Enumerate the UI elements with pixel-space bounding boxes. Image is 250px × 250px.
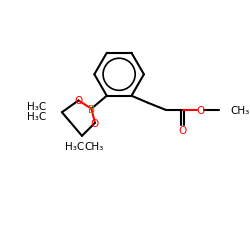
Text: O: O [74, 96, 82, 106]
Text: CH₃: CH₃ [230, 106, 250, 116]
Text: H₃C: H₃C [27, 102, 46, 112]
Text: O: O [91, 119, 99, 129]
Text: H₃C: H₃C [27, 112, 46, 122]
Text: H₃C: H₃C [65, 142, 84, 152]
Text: O: O [197, 106, 205, 116]
Text: B: B [88, 105, 95, 115]
Text: O: O [178, 126, 187, 136]
Text: CH₃: CH₃ [84, 142, 103, 152]
